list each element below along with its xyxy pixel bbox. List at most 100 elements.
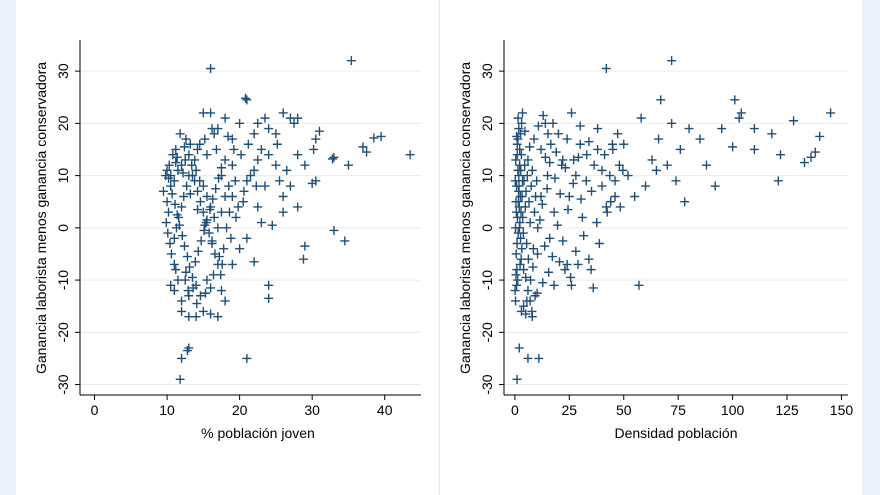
data-point [749, 144, 759, 154]
data-point [576, 194, 586, 204]
data-point [560, 265, 570, 275]
data-point [185, 139, 195, 149]
data-point [584, 254, 594, 264]
data-point [181, 134, 191, 144]
data-point [289, 118, 299, 128]
data-point [242, 176, 252, 186]
data-point [214, 173, 224, 183]
data-point [571, 246, 581, 256]
data-point [213, 223, 223, 233]
data-point [329, 225, 339, 235]
data-point [208, 194, 218, 204]
data-point [193, 144, 203, 154]
data-point [527, 306, 537, 316]
data-point [555, 257, 565, 267]
data-point [170, 199, 180, 209]
data-point [532, 288, 542, 298]
data-point [543, 171, 553, 181]
data-point [293, 113, 303, 123]
data-point [158, 186, 168, 196]
data-point [514, 223, 524, 233]
data-point [511, 207, 521, 217]
data-point [597, 181, 607, 191]
data-point [224, 207, 234, 217]
data-point [300, 160, 310, 170]
data-point [178, 168, 188, 178]
data-point [173, 275, 183, 285]
data-point [535, 215, 545, 225]
data-point [173, 165, 183, 175]
data-point [177, 202, 187, 212]
data-point [166, 249, 176, 259]
data-point [730, 95, 740, 105]
data-point [200, 220, 210, 230]
data-point [619, 139, 629, 149]
data-point [198, 306, 208, 316]
y-axis-title: Ganancia laborista menos ganancia conser… [457, 62, 473, 374]
data-point [521, 186, 531, 196]
data-point [510, 286, 520, 296]
data-point [171, 158, 181, 168]
x-axis-title: Densidad población [615, 425, 738, 441]
data-point [240, 93, 250, 103]
y-tick-label: 30 [55, 63, 71, 79]
y-tick-label: -30 [479, 374, 495, 394]
data-point [512, 280, 522, 290]
data-point [275, 176, 285, 186]
data-point [267, 220, 277, 230]
data-point [656, 95, 666, 105]
data-point [521, 272, 531, 282]
data-point [164, 207, 174, 217]
data-point [550, 173, 560, 183]
data-point [180, 155, 190, 165]
data-point [511, 249, 521, 259]
data-point [553, 220, 563, 230]
data-point [515, 144, 525, 154]
data-point [172, 152, 182, 162]
data-point [517, 244, 527, 254]
data-point [566, 108, 576, 118]
data-point [520, 202, 530, 212]
data-point [584, 137, 594, 147]
data-point [175, 374, 185, 384]
data-point [205, 205, 215, 215]
data-point [523, 254, 533, 264]
x-tick-label: 150 [830, 402, 854, 418]
data-point [216, 286, 226, 296]
data-point [519, 265, 529, 275]
data-point [190, 257, 200, 267]
data-point [614, 160, 624, 170]
data-point [514, 124, 524, 134]
data-point [815, 131, 825, 141]
data-point [606, 197, 616, 207]
data-point [179, 142, 189, 152]
data-point [405, 150, 415, 160]
data-point [528, 244, 538, 254]
data-point [573, 152, 583, 162]
data-point [162, 197, 172, 207]
data-point [282, 165, 292, 175]
data-point [684, 124, 694, 134]
data-point [538, 111, 548, 121]
data-point [662, 160, 672, 170]
data-point [522, 296, 532, 306]
data-point [243, 139, 253, 149]
y-axis-title: Ganancia laborista menos ganancia conser… [33, 62, 49, 374]
y-tick-label: 10 [479, 168, 495, 184]
data-point [522, 171, 532, 181]
data-point [249, 257, 259, 267]
data-point [177, 306, 187, 316]
data-point [211, 144, 221, 154]
data-point [701, 160, 711, 170]
data-point [564, 191, 574, 201]
data-point [253, 155, 263, 165]
data-point [300, 241, 310, 251]
data-point [188, 283, 198, 293]
data-point [202, 275, 212, 285]
data-point [667, 118, 677, 128]
data-point [680, 197, 690, 207]
data-point [230, 176, 240, 186]
data-point [298, 254, 308, 264]
data-point [196, 236, 206, 246]
data-point [177, 353, 187, 363]
